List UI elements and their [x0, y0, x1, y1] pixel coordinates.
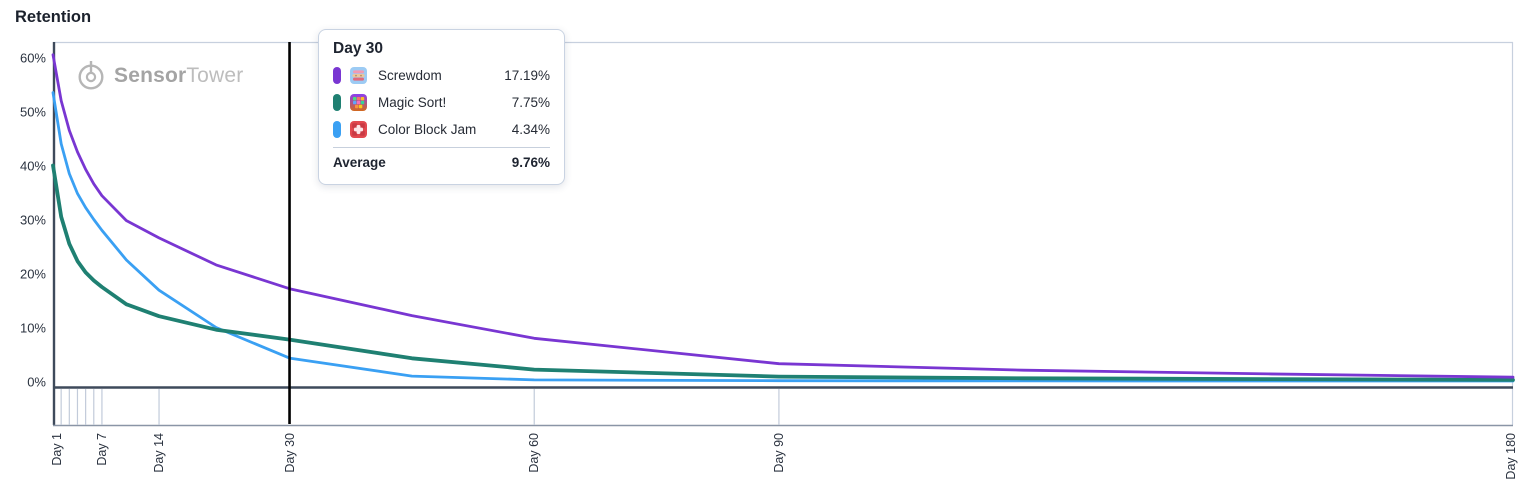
chart-tooltip: Day 30 Screwdom 17.19% Magic Sort! 7.75% Col… — [318, 29, 565, 185]
tooltip-row-screwdom: Screwdom 17.19% — [333, 62, 550, 89]
tooltip-row-magic-sort: Magic Sort! 7.75% — [333, 89, 550, 116]
screwdom-icon — [350, 67, 367, 84]
series-color-swatch — [333, 121, 341, 138]
x-axis-label-day-1: Day 1 — [50, 433, 64, 466]
y-axis-label-40: 40% — [19, 158, 46, 173]
series-line-magic-sort[interactable] — [51, 163, 1515, 382]
page-title: Retention — [15, 8, 92, 26]
y-axis-label-60: 60% — [19, 50, 46, 65]
y-axis-label-10: 10% — [19, 320, 46, 335]
y-axis-label-30: 30% — [19, 212, 46, 227]
series-color-swatch — [333, 94, 341, 111]
x-axis-label-day-90: Day 90 — [771, 433, 786, 473]
x-axis-label-day-14: Day 14 — [152, 433, 167, 473]
tooltip-app-value: 7.75% — [511, 95, 550, 110]
y-axis-label-20: 20% — [19, 266, 46, 281]
tooltip-rows: Screwdom 17.19% Magic Sort! 7.75% Color Bloc… — [333, 62, 550, 143]
magic-sort-icon — [350, 94, 367, 111]
tooltip-row-color-block-jam: Color Block Jam 4.34% — [333, 116, 550, 143]
x-axis-label-day-30: Day 30 — [282, 433, 297, 473]
series-line-screwdom[interactable] — [51, 53, 1515, 379]
tooltip-average-row: Average 9.76% — [333, 151, 550, 174]
tooltip-average-value: 9.76% — [511, 155, 550, 170]
y-axis-label-50: 50% — [19, 104, 46, 119]
y-axis-label-0: 0% — [27, 374, 46, 389]
tooltip-divider — [333, 147, 550, 148]
tooltip-app-value: 4.34% — [511, 122, 550, 137]
x-axis-label-day-7: Day 7 — [94, 433, 109, 466]
x-axis-label-day-60: Day 60 — [527, 433, 542, 473]
x-axis-label-day-180: Day 180 — [1504, 433, 1518, 480]
series-color-swatch — [333, 67, 341, 84]
tooltip-app-name: Magic Sort! — [378, 95, 447, 110]
tooltip-app-name: Screwdom — [378, 68, 442, 83]
tooltip-app-value: 17.19% — [504, 68, 550, 83]
color-block-jam-icon — [350, 121, 367, 138]
tooltip-header: Day 30 — [333, 40, 383, 57]
tooltip-average-label: Average — [333, 155, 386, 170]
tooltip-app-name: Color Block Jam — [378, 122, 477, 137]
series-line-color-block-jam[interactable] — [51, 91, 1515, 383]
